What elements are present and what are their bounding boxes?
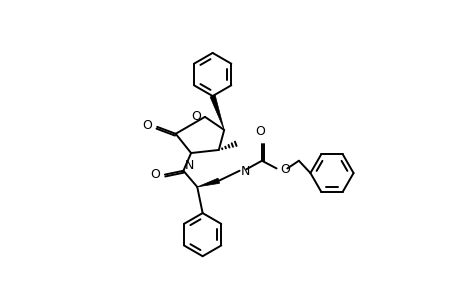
Text: O: O — [142, 119, 152, 132]
Text: N: N — [185, 159, 194, 172]
Text: O: O — [150, 168, 160, 181]
Text: N: N — [241, 165, 250, 178]
Polygon shape — [210, 95, 224, 130]
Text: O: O — [255, 125, 265, 138]
Text: O: O — [280, 163, 290, 176]
Text: O: O — [191, 110, 201, 123]
Polygon shape — [197, 178, 219, 187]
